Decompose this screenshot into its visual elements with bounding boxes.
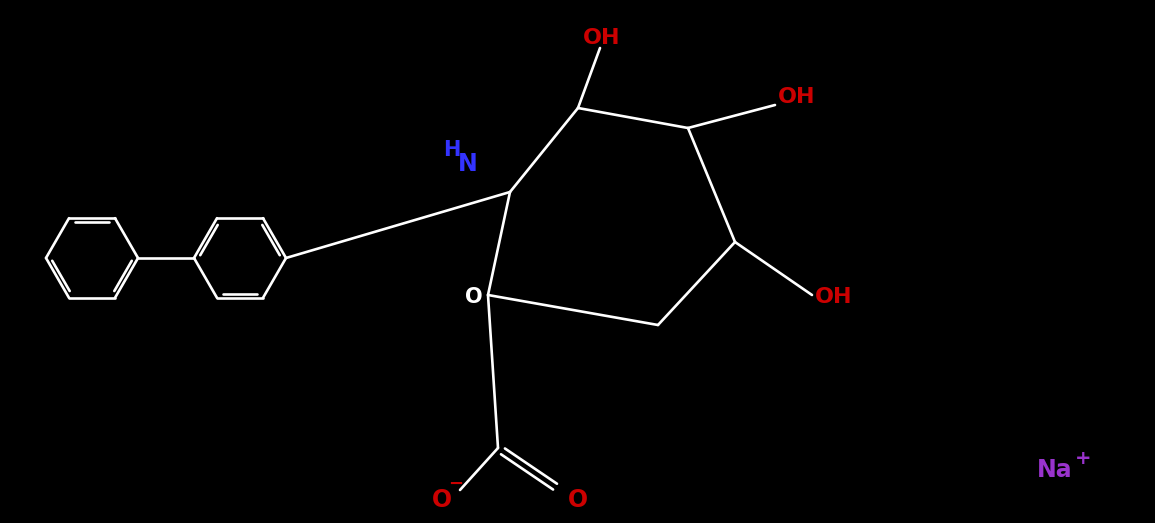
Text: +: + <box>1075 449 1091 468</box>
Text: −: − <box>448 475 463 493</box>
Text: O: O <box>465 287 483 307</box>
Text: OH: OH <box>815 287 852 307</box>
Text: OH: OH <box>583 28 620 48</box>
Text: O: O <box>432 488 452 512</box>
Text: N: N <box>459 152 478 176</box>
Text: H: H <box>444 140 461 160</box>
Text: OH: OH <box>778 87 815 107</box>
Text: Na: Na <box>1037 458 1073 482</box>
Text: O: O <box>568 488 588 512</box>
